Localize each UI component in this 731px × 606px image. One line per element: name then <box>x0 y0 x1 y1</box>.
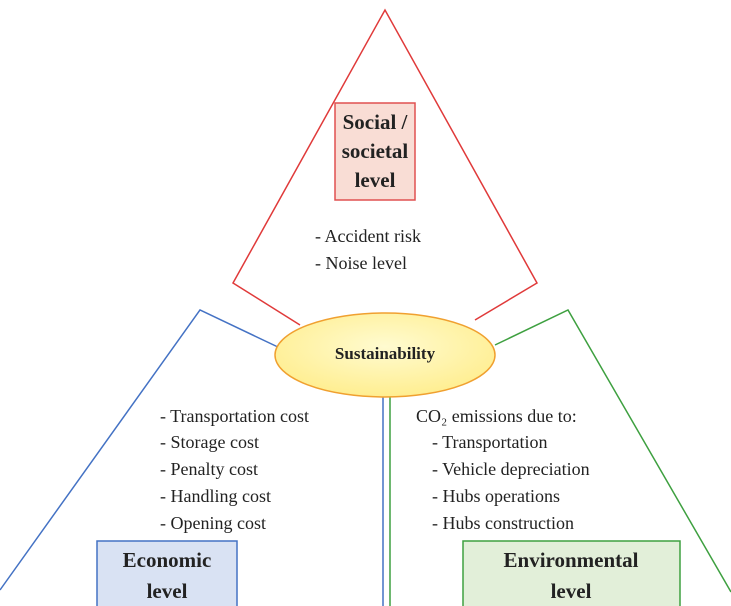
economic-title: Economic <box>123 548 212 572</box>
economic-item: - Transportation cost <box>160 406 309 426</box>
environmental-item: - Vehicle depreciation <box>432 459 590 479</box>
economic-title: level <box>147 579 188 603</box>
social-box <box>334 102 416 201</box>
economic-item: - Storage cost <box>160 432 259 452</box>
economic-item: - Opening cost <box>160 513 266 533</box>
social-title: Social / <box>343 110 409 134</box>
economic-item: - Penalty cost <box>160 459 258 479</box>
social-outline <box>231 8 539 326</box>
environmental-box <box>462 540 681 606</box>
environmental-title: level <box>551 579 592 603</box>
economic-box <box>96 540 238 606</box>
social-item: - Noise level <box>315 253 407 273</box>
environmental-title: Environmental <box>504 548 639 572</box>
social-item: - Accident risk <box>315 226 421 246</box>
economic-item: - Handling cost <box>160 486 271 506</box>
center-ellipse <box>274 312 496 398</box>
center-label: Sustainability <box>335 344 436 363</box>
economic-outline <box>0 309 281 591</box>
social-title: level <box>355 168 396 192</box>
environmental-heading: CO₂ emissions due to: <box>416 406 577 426</box>
environmental-item: - Transportation <box>432 432 548 452</box>
environmental-item: - Hubs operations <box>432 486 560 506</box>
environmental-item: - Hubs construction <box>432 513 574 533</box>
environmental-outline <box>494 309 731 593</box>
social-title: societal <box>342 139 409 163</box>
